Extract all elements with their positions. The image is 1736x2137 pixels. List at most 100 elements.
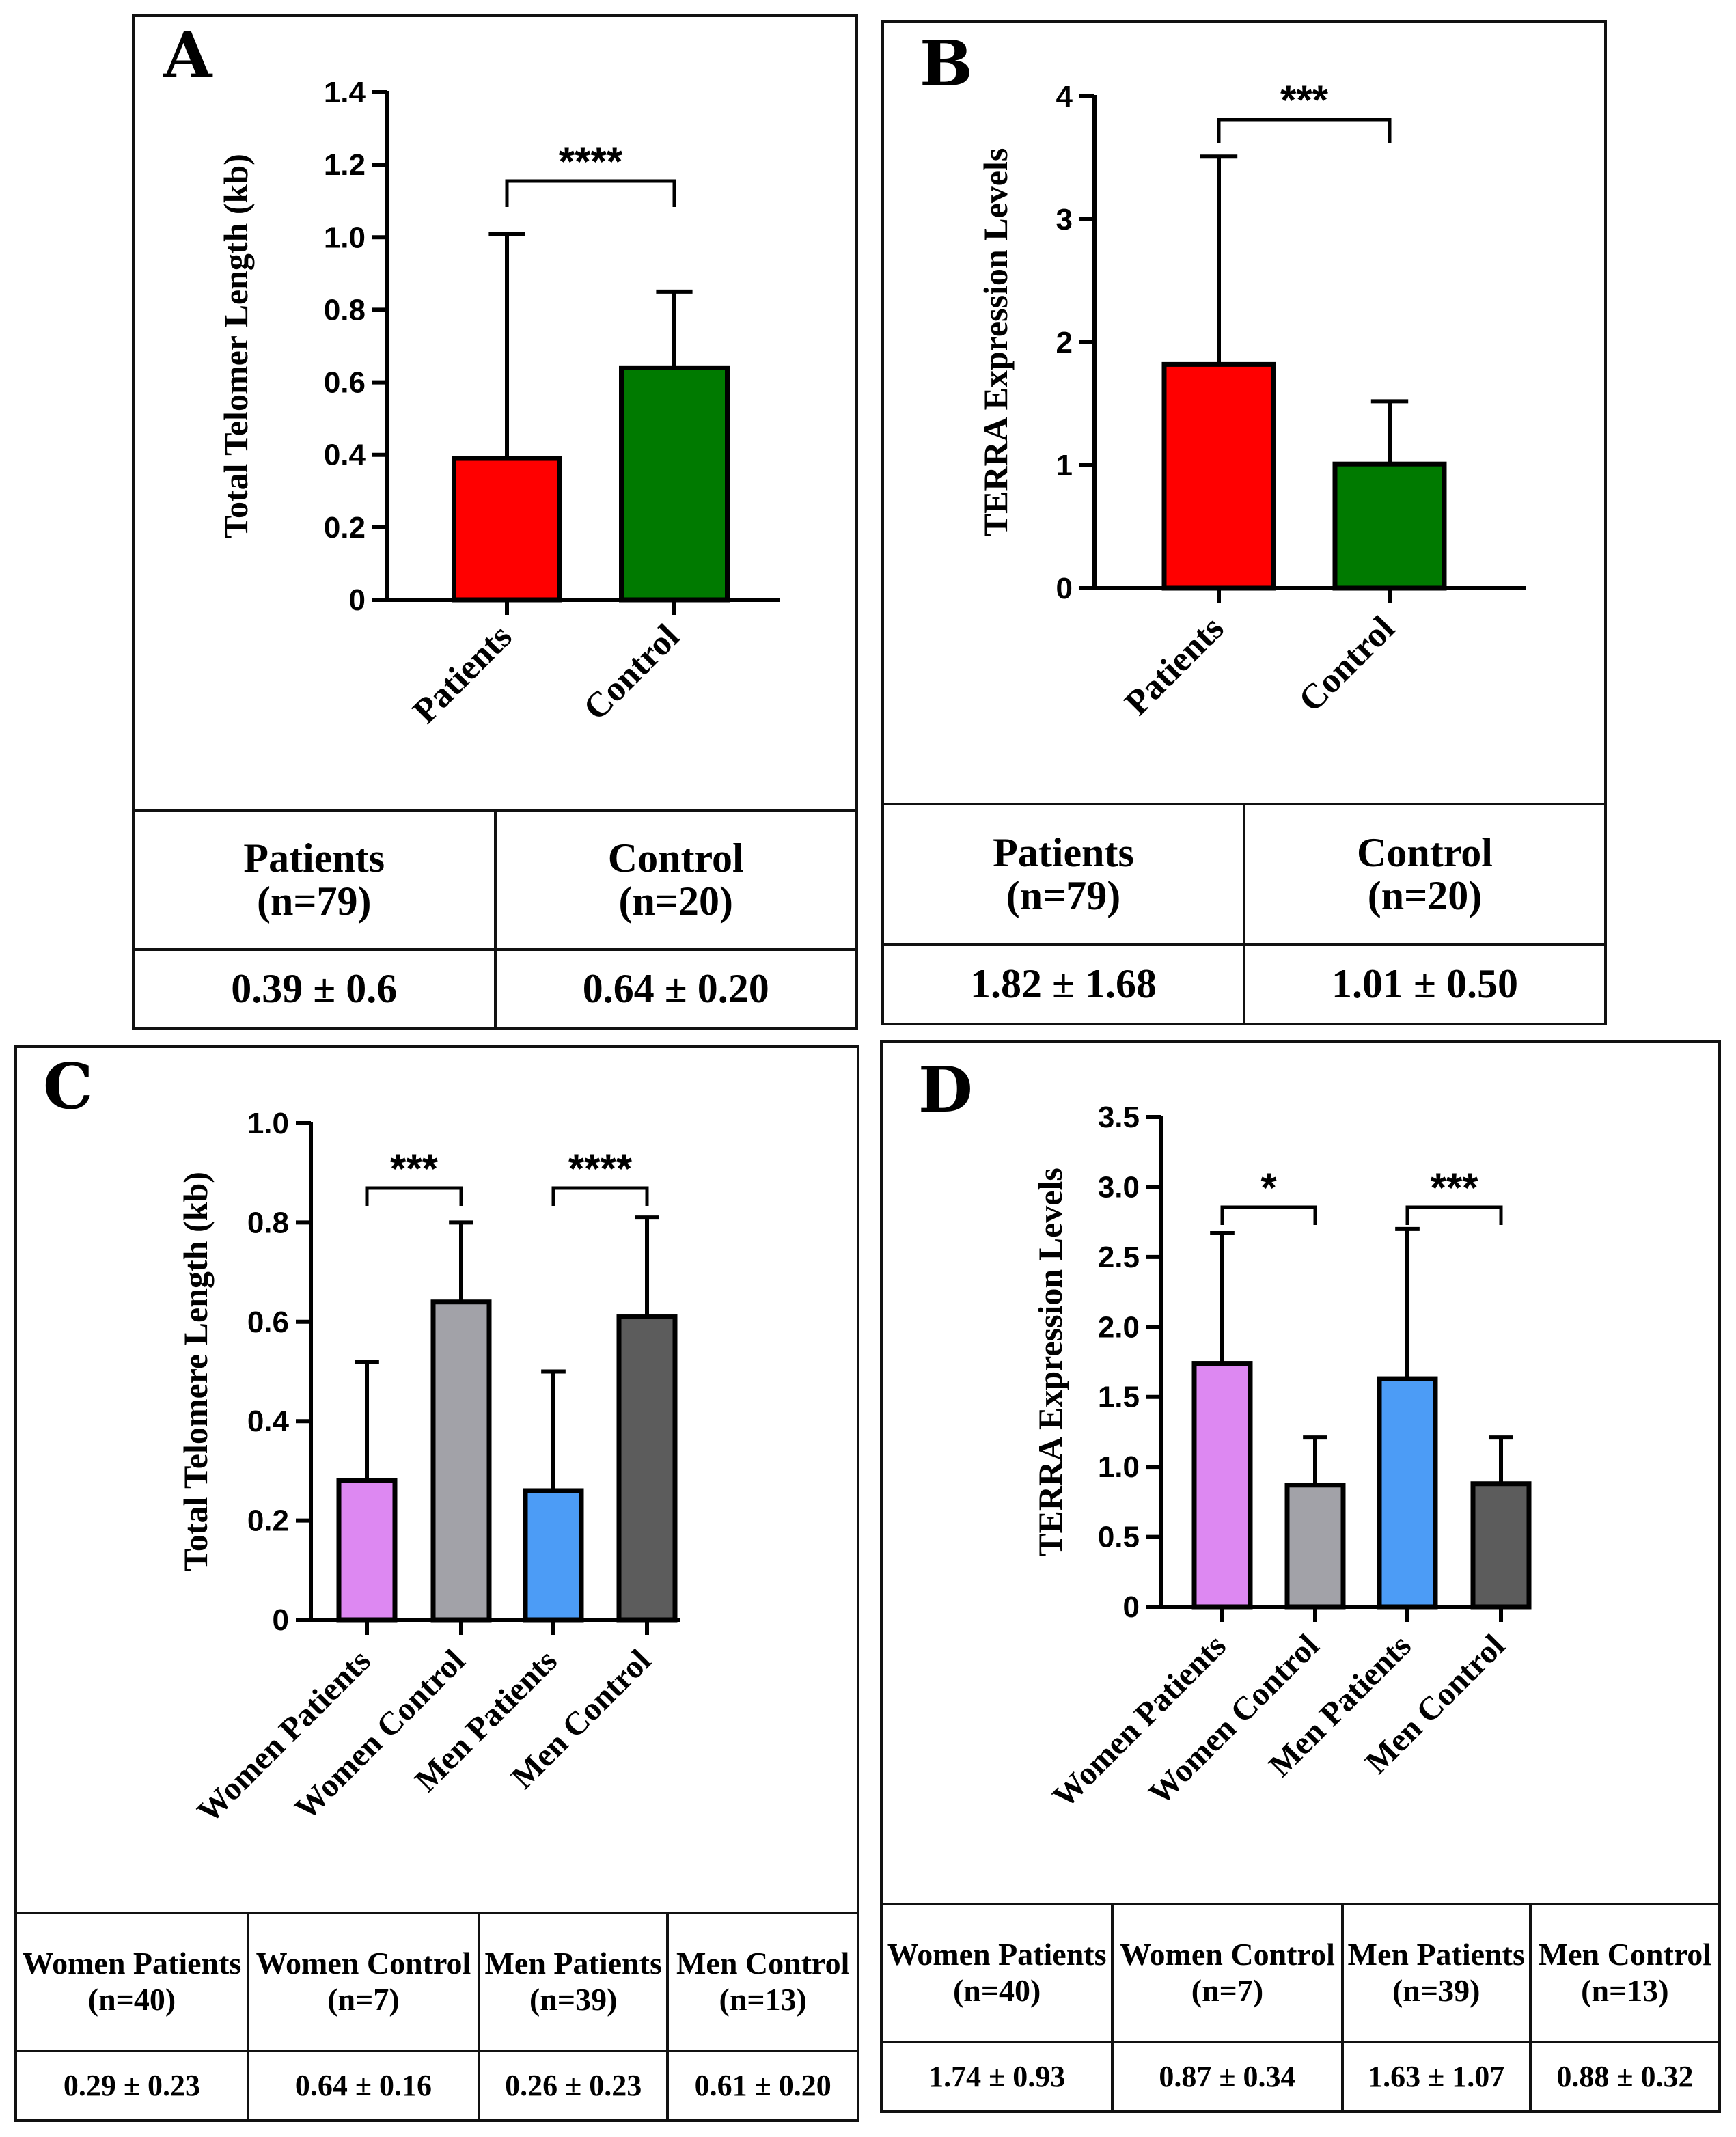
chart-b: B TERRA Expression Levels 0 1 2 3 4 Patients Con…: [920, 27, 1526, 723]
significance-bracket-d: [1220, 1205, 1317, 1225]
y-tick-label-a: 0.8: [324, 293, 366, 327]
y-tick-label-b: 2: [1056, 326, 1073, 359]
panel-letter-b: B: [920, 27, 973, 100]
y-tick-label-d: 2.5: [1098, 1241, 1140, 1274]
category-label-women-patients: Women Patients: [191, 1642, 378, 1830]
y-tick-label-d: 0: [1123, 1590, 1140, 1624]
y-tick-label-d: 3.5: [1098, 1101, 1140, 1134]
category-label-women-control: Women Control: [288, 1642, 472, 1827]
y-tick-label-a: 0.2: [324, 511, 366, 544]
bar-women-patients: [1191, 1361, 1253, 1610]
table-a-value-control: 0.64 ± 0.20: [493, 949, 855, 1027]
bar-control: [619, 365, 730, 603]
table-a-value-patients: 0.39 ± 0.6: [231, 965, 398, 1011]
y-axis-label-b: TERRA Expression Levels: [976, 148, 1015, 537]
panel-b: B TERRA Expression Levels 0 1 2 3 4 Patients Con…: [881, 20, 1607, 1025]
table-d-value-women-control: 0.87 ± 0.34: [1111, 2041, 1342, 2110]
significance-label-d: ***: [1430, 1165, 1478, 1211]
y-tick-label-c: 0.8: [247, 1206, 289, 1239]
table-c-value-women-patients: 0.29 ± 0.23: [63, 2069, 201, 2103]
table-d-value-men-control: 0.88 ± 0.32: [1528, 2041, 1718, 2110]
y-tick-label-a: 0.4: [324, 439, 366, 472]
table-c-header-men-patients: Men Patients (n=39): [477, 1914, 668, 2052]
significance-label-a: ****: [559, 139, 623, 184]
table-a: Patients (n=79) Control (n=20) 0.39 ± 0.6 …: [135, 809, 855, 1027]
table-d-value-women-patients: 1.74 ± 0.93: [928, 2060, 1066, 2094]
category-label-patients: Patients: [406, 617, 520, 731]
y-tick-label-c: 0.2: [247, 1504, 289, 1538]
table-c: Women Patients (n=40) Women Control (n=7) …: [17, 1912, 857, 2119]
bar-control: [1332, 461, 1447, 591]
bar-women-control: [1284, 1483, 1346, 1610]
y-tick-label-d: 1.5: [1098, 1381, 1140, 1414]
table-c-value-women-control: 0.64 ± 0.16: [246, 2050, 479, 2119]
table-b-header-control: Control (n=20): [1243, 805, 1604, 946]
y-tick-label-a: 1.2: [324, 148, 366, 182]
table-d-header-men-control: Men Control (n=13): [1528, 1905, 1718, 2043]
category-label-women-patients: Women Patients: [1046, 1627, 1233, 1815]
table-c-value-men-patients: 0.26 ± 0.23: [477, 2050, 668, 2119]
y-tick-label-a: 0: [349, 583, 366, 617]
table-d-header-women-patients: Women Patients (n=40): [883, 1905, 1113, 2043]
y-tick-label-b: 4: [1056, 80, 1073, 113]
panel-d: D TERRA Expression Levels 0 0.5 1.0 1.5 2.0 2.5…: [880, 1040, 1721, 2113]
bar-men-control: [1470, 1481, 1532, 1610]
table-b-value-patients: 1.82 ± 1.68: [970, 961, 1157, 1007]
significance-label-b: ***: [1280, 77, 1329, 123]
table-d-header-women-control: Women Control (n=7): [1111, 1905, 1342, 2043]
y-tick-label-c: 0: [273, 1603, 289, 1637]
y-axis-label-c: Total Telomere Length (kb): [176, 1172, 215, 1571]
category-label-control: Control: [576, 617, 687, 728]
y-tick-label-c: 1.0: [247, 1107, 289, 1140]
panel-letter-c: C: [43, 1049, 93, 1123]
y-tick-label-a: 1.4: [324, 76, 366, 109]
category-label-women-control: Women Control: [1142, 1627, 1326, 1812]
bar-men-patients: [1377, 1376, 1438, 1610]
y-tick-label-b: 1: [1056, 449, 1073, 482]
table-c-value-men-control: 0.61 ± 0.20: [666, 2050, 857, 2119]
bar-men-patients: [523, 1488, 584, 1623]
panel-letter-d: D: [918, 1053, 973, 1127]
significance-bracket-d: [1405, 1205, 1503, 1225]
y-axis-label-a: Total Telomer Length (kb): [217, 154, 255, 538]
table-d-value-men-patients: 1.63 ± 1.07: [1340, 2041, 1530, 2110]
y-tick-label-d: 2.0: [1098, 1310, 1140, 1344]
y-tick-label-a: 0.6: [324, 366, 366, 400]
table-c-header-women-control: Women Control (n=7): [246, 1914, 479, 2052]
y-tick-label-b: 3: [1056, 203, 1073, 236]
panel-letter-a: A: [163, 18, 213, 92]
table-d-header-men-patients: Men Patients (n=39): [1340, 1905, 1530, 2043]
y-tick-label-c: 0.4: [247, 1405, 290, 1438]
panel-a: A Total Telomer Length (kb) 0 0.2 0.4 0.6 0.8 1…: [132, 14, 858, 1030]
y-tick-label-a: 1.0: [324, 221, 366, 254]
y-tick-label-c: 0.6: [247, 1306, 289, 1339]
y-tick-label-d: 1.0: [1098, 1450, 1140, 1484]
table-c-header-women-patients: Women Patients (n=40): [17, 1914, 248, 2052]
y-tick-label-b: 0: [1056, 572, 1073, 605]
chart-c: C Total Telomere Length (kb) 0 0.2 0.4 0.6 0.8…: [43, 1049, 680, 1830]
y-axis-label-d: TERRA Expression Levels: [1031, 1168, 1069, 1556]
bar-women-control: [430, 1299, 492, 1623]
chart-d: D TERRA Expression Levels 0 0.5 1.0 1.5 2.0 2.5…: [918, 1053, 1532, 1815]
significance-bracket-a: [505, 179, 676, 207]
significance-label-c: ****: [568, 1146, 633, 1191]
table-b-value-control: 1.01 ± 0.50: [1243, 944, 1604, 1023]
table-c-header-men-control: Men Control (n=13): [666, 1914, 857, 2052]
bar-women-patients: [336, 1478, 398, 1623]
bar-men-control: [616, 1314, 678, 1623]
significance-bracket-c: [551, 1186, 649, 1206]
chart-a: A Total Telomer Length (kb) 0 0.2 0.4 0.6 0.8 1…: [163, 18, 780, 731]
table-a-header-patients: Patients (n=79): [135, 812, 495, 951]
panel-c: C Total Telomere Length (kb) 0 0.2 0.4 0.6 0.8…: [14, 1045, 859, 2122]
category-label-control: Control: [1291, 609, 1402, 719]
bar-patients: [1161, 361, 1276, 591]
significance-label-d: *: [1260, 1165, 1277, 1211]
table-b: Patients (n=79) Control (n=20) 1.82 ± 1.68…: [884, 803, 1604, 1023]
significance-bracket-c: [365, 1186, 463, 1206]
significance-bracket-b: [1217, 118, 1392, 143]
table-d: Women Patients (n=40) Women Control (n=7) …: [883, 1903, 1718, 2110]
significance-label-c: ***: [390, 1146, 439, 1191]
table-a-header-control: Control (n=20): [493, 812, 855, 951]
category-label-patients: Patients: [1118, 609, 1232, 723]
bar-patients: [452, 456, 562, 603]
